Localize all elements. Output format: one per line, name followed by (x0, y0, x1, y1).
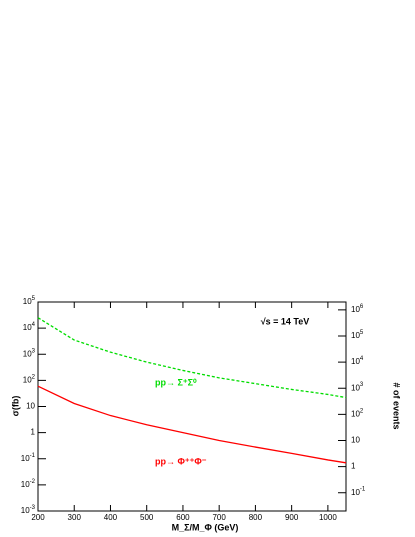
x-tick-label: 900 (285, 513, 299, 522)
y2-tick-label: 10 (351, 436, 360, 445)
y2-tick-label: 103 (351, 382, 364, 393)
annotation: √s = 14 TeV (261, 316, 310, 326)
x-tick-label: 400 (104, 513, 118, 522)
y2-tick-label: 105 (351, 330, 364, 341)
y2-tick-label: 106 (351, 303, 364, 314)
x-axis-label: M_Σ/M_Φ (GeV) (172, 522, 239, 532)
annotation: pp→ Φ⁺⁺Φ⁻ (155, 456, 207, 466)
y2-axis-label: # of events (392, 382, 402, 429)
y-tick-label: 104 (23, 322, 36, 333)
y-tick-label: 103 (23, 348, 36, 359)
y2-tick-label: 1 (351, 462, 356, 471)
y-tick-label: 10-3 (21, 505, 36, 516)
y-tick-label: 10 (26, 402, 35, 411)
y2-tick-label: 10-1 (351, 486, 366, 497)
x-tick-label: 500 (140, 513, 154, 522)
y-tick-label: 102 (23, 374, 36, 385)
y2-tick-label: 104 (351, 356, 364, 367)
x-tick-label: 200 (31, 513, 45, 522)
series-line (37, 385, 347, 464)
x-tick-label: 600 (176, 513, 190, 522)
y-axis-label: σ(fb) (10, 396, 20, 417)
series-line (37, 317, 347, 399)
x-tick-label: 300 (68, 513, 82, 522)
y-tick-label: 10-1 (21, 452, 36, 463)
annotation: pp→ Σ⁺Σ⁰ (155, 377, 197, 387)
x-tick-label: 1000 (319, 513, 337, 522)
x-tick-label: 800 (249, 513, 263, 522)
y2-tick-label: 102 (351, 408, 364, 419)
y-tick-label: 105 (23, 296, 36, 307)
y-tick-label: 10-2 (21, 478, 36, 489)
x-tick-label: 700 (212, 513, 226, 522)
y-tick-label: 1 (31, 428, 36, 437)
